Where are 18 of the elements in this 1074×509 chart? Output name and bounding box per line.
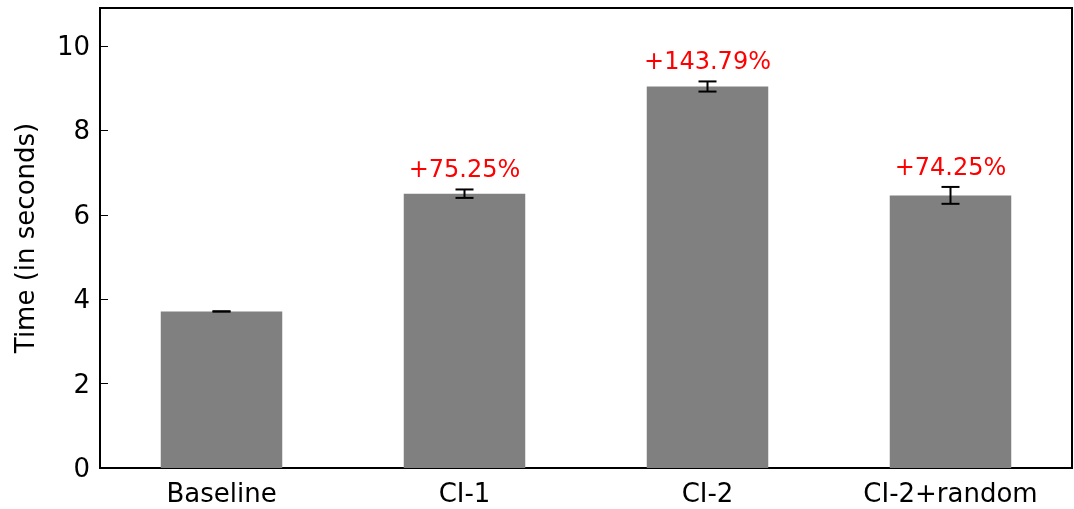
y-tick-label: 10 (56, 30, 90, 61)
y-tick-label: 8 (73, 115, 90, 146)
y-axis-title: Time (in seconds) (10, 122, 40, 355)
annotation: +143.79% (644, 47, 771, 76)
y-tick-label: 2 (73, 368, 90, 399)
annotation: +74.25% (894, 152, 1007, 181)
bar (403, 193, 526, 468)
y-tick-label: 0 (73, 453, 90, 483)
bar (646, 86, 769, 468)
x-tick-label: CI-2+random (863, 478, 1038, 508)
annotation: +75.25% (408, 155, 521, 184)
y-tick-label: 6 (73, 199, 90, 230)
x-tick-label: CI-1 (438, 478, 491, 508)
y-tick-label: 4 (73, 284, 90, 315)
x-tick-label: Baseline (166, 478, 277, 508)
bar (889, 195, 1012, 468)
bar (160, 311, 283, 468)
x-tick-label: CI-2 (681, 478, 734, 508)
